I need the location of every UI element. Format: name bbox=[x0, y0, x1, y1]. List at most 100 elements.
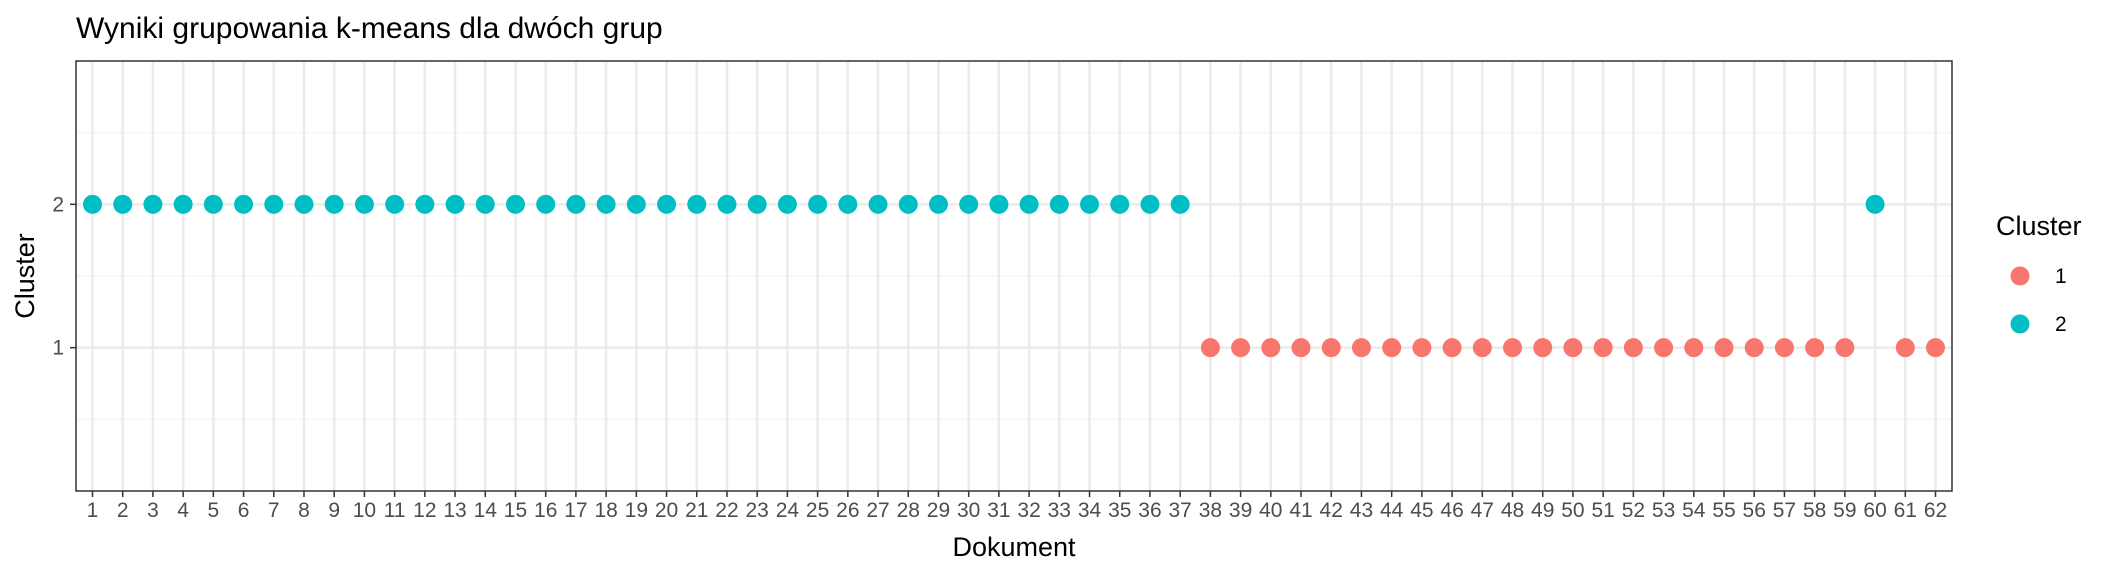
x-tick-label: 51 bbox=[1591, 499, 1614, 522]
data-point-cluster-1 bbox=[1442, 338, 1462, 358]
x-tick-label: 32 bbox=[1017, 499, 1040, 522]
data-point-cluster-2 bbox=[445, 194, 465, 214]
x-axis-title: Dokument bbox=[952, 532, 1076, 562]
data-point-cluster-1 bbox=[1351, 338, 1371, 358]
x-tick-label: 46 bbox=[1440, 499, 1463, 522]
x-tick-label: 42 bbox=[1320, 499, 1343, 522]
x-tick-label: 11 bbox=[384, 499, 406, 522]
x-tick-label: 9 bbox=[328, 499, 340, 522]
x-tick-label: 17 bbox=[564, 499, 587, 522]
x-tick-label: 58 bbox=[1803, 499, 1826, 522]
data-point-cluster-1 bbox=[1472, 338, 1492, 358]
data-point-cluster-2 bbox=[596, 194, 616, 214]
x-tick-label: 41 bbox=[1289, 499, 1312, 522]
data-point-cluster-1 bbox=[1200, 338, 1220, 358]
data-point-cluster-2 bbox=[1019, 194, 1039, 214]
x-tick-label: 22 bbox=[715, 499, 738, 522]
legend-label-1: 1 bbox=[2055, 265, 2067, 288]
x-tick-label: 52 bbox=[1622, 499, 1645, 522]
data-point-cluster-1 bbox=[1533, 338, 1553, 358]
legend-key-2 bbox=[2010, 314, 2030, 334]
data-point-cluster-2 bbox=[868, 194, 888, 214]
x-tick-label: 13 bbox=[443, 499, 466, 522]
x-tick-label: 57 bbox=[1773, 499, 1796, 522]
data-point-cluster-1 bbox=[1412, 338, 1432, 358]
data-point-cluster-1 bbox=[1684, 338, 1704, 358]
data-point-cluster-2 bbox=[959, 194, 979, 214]
x-tick-label: 8 bbox=[298, 499, 310, 522]
legend-label-2: 2 bbox=[2055, 313, 2067, 336]
x-tick-label: 40 bbox=[1259, 499, 1282, 522]
points-layer bbox=[83, 194, 1945, 358]
x-tick-label: 7 bbox=[268, 499, 280, 522]
data-point-cluster-1 bbox=[1835, 338, 1855, 358]
grid-layer bbox=[76, 61, 1952, 491]
x-tick-label: 12 bbox=[413, 499, 436, 522]
x-tick-label: 15 bbox=[504, 499, 527, 522]
data-point-cluster-2 bbox=[838, 194, 858, 214]
y-tick-label: 1 bbox=[52, 337, 64, 360]
x-tick-label: 44 bbox=[1380, 499, 1404, 522]
x-tick-label: 35 bbox=[1108, 499, 1131, 522]
x-tick-label: 21 bbox=[685, 499, 708, 522]
x-tick-label: 54 bbox=[1682, 499, 1706, 522]
y-tick-label: 2 bbox=[52, 193, 64, 216]
data-point-cluster-1 bbox=[1623, 338, 1643, 358]
data-point-cluster-1 bbox=[1654, 338, 1674, 358]
data-point-cluster-2 bbox=[354, 194, 374, 214]
x-tick-label: 26 bbox=[836, 499, 859, 522]
data-point-cluster-1 bbox=[1714, 338, 1734, 358]
data-point-cluster-2 bbox=[717, 194, 737, 214]
data-point-cluster-2 bbox=[989, 194, 1009, 214]
data-point-cluster-2 bbox=[687, 194, 707, 214]
data-point-cluster-1 bbox=[1805, 338, 1825, 358]
x-tick-label: 37 bbox=[1168, 499, 1191, 522]
data-point-cluster-2 bbox=[1865, 194, 1885, 214]
data-point-cluster-1 bbox=[1321, 338, 1341, 358]
data-point-cluster-2 bbox=[747, 194, 767, 214]
data-point-cluster-2 bbox=[264, 194, 284, 214]
chart-title: Wyniki grupowania k-means dla dwóch grup bbox=[76, 12, 663, 45]
x-tick-label: 55 bbox=[1712, 499, 1735, 522]
data-point-cluster-2 bbox=[898, 194, 918, 214]
data-point-cluster-2 bbox=[1170, 194, 1190, 214]
x-tick-label: 49 bbox=[1531, 499, 1554, 522]
data-point-cluster-2 bbox=[777, 194, 797, 214]
x-tick-label: 59 bbox=[1833, 499, 1856, 522]
legend: Cluster 1 2 bbox=[1996, 211, 2082, 336]
data-point-cluster-1 bbox=[1744, 338, 1764, 358]
x-tick-label: 60 bbox=[1863, 499, 1886, 522]
x-tick-label: 23 bbox=[746, 499, 769, 522]
data-point-cluster-1 bbox=[1593, 338, 1613, 358]
x-tick-label: 14 bbox=[474, 499, 498, 522]
data-point-cluster-2 bbox=[113, 194, 133, 214]
x-tick-label: 24 bbox=[776, 499, 800, 522]
x-tick-label: 4 bbox=[177, 499, 189, 522]
x-tick-label: 3 bbox=[147, 499, 159, 522]
legend-key-1 bbox=[2010, 266, 2030, 286]
x-tick-label: 31 bbox=[987, 499, 1010, 522]
x-axis-ticks: 1 2 3 4 5 6 7 8 9 10 11 12 13 14 15 16 17 18 19 20 21 22 23 24 2… bbox=[87, 491, 1947, 522]
legend-title: Cluster bbox=[1996, 211, 2082, 241]
y-axis-ticks: 12 bbox=[52, 193, 76, 360]
data-point-cluster-1 bbox=[1382, 338, 1402, 358]
x-tick-label: 1 bbox=[87, 499, 99, 522]
data-point-cluster-2 bbox=[1140, 194, 1160, 214]
x-tick-label: 27 bbox=[866, 499, 889, 522]
data-point-cluster-2 bbox=[505, 194, 525, 214]
x-tick-label: 28 bbox=[897, 499, 920, 522]
x-tick-label: 6 bbox=[238, 499, 250, 522]
x-tick-label: 30 bbox=[957, 499, 980, 522]
data-point-cluster-2 bbox=[928, 194, 948, 214]
x-tick-label: 53 bbox=[1652, 499, 1675, 522]
data-point-cluster-2 bbox=[83, 194, 102, 214]
panel-border bbox=[75, 60, 1953, 492]
data-point-cluster-2 bbox=[143, 194, 163, 214]
x-tick-label: 20 bbox=[655, 499, 678, 522]
x-tick-label: 2 bbox=[117, 499, 129, 522]
data-point-cluster-1 bbox=[1774, 338, 1794, 358]
x-tick-label: 39 bbox=[1229, 499, 1252, 522]
data-point-cluster-1 bbox=[1563, 338, 1583, 358]
